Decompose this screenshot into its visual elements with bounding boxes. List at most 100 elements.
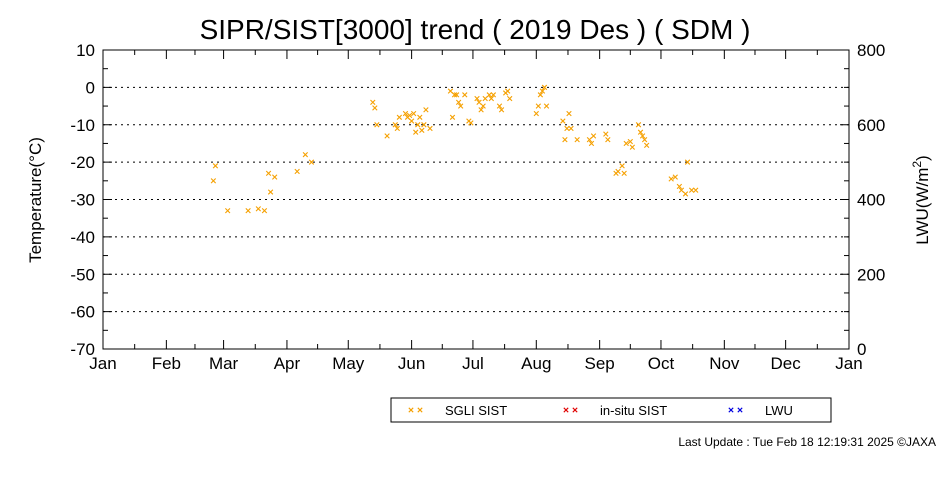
data-point (455, 99, 462, 106)
data-point (302, 151, 309, 158)
data-point (537, 92, 544, 98)
data-point (562, 137, 568, 143)
data-point (566, 110, 572, 117)
y2-axis-title: LWU(W/m2) (910, 155, 932, 244)
data-point (374, 122, 380, 128)
data-point (212, 163, 219, 169)
data-point (615, 168, 621, 175)
data-point (457, 103, 464, 109)
data-point (619, 163, 625, 169)
gridlines (103, 86, 849, 313)
data-point (474, 95, 480, 102)
data-point (568, 125, 574, 132)
data-point (678, 187, 685, 193)
data-point (621, 170, 627, 177)
data-point (496, 103, 503, 109)
data-point (462, 92, 468, 98)
data-point (372, 105, 378, 111)
x-tick-labels: Jan Feb Mar Apr May Jun Jul Aug Sep Oct Nov Dec Jan (89, 354, 862, 373)
data-point (384, 133, 390, 139)
legend-item: SGLI SIST (408, 403, 507, 418)
y-tick-label: -30 (70, 191, 95, 210)
legend-items: SGLI SIST in-situ SIST LWU (408, 403, 793, 418)
data-point (224, 208, 231, 214)
data-point (643, 142, 650, 148)
legend-item: in-situ SIST (563, 403, 667, 418)
data-point (605, 137, 611, 143)
data-point (639, 133, 646, 139)
data-point (693, 187, 699, 193)
data-point (478, 107, 484, 113)
data-point (255, 206, 262, 212)
data-point (476, 99, 482, 106)
y-tick-label: -20 (70, 153, 95, 172)
data-point (408, 118, 415, 124)
y-tick-label: -50 (70, 265, 95, 284)
legend-label: in-situ SIST (600, 403, 667, 418)
data-point (482, 95, 488, 102)
x-tick-label: Jun (398, 354, 425, 373)
legend-label: LWU (765, 403, 793, 418)
data-point (684, 159, 691, 165)
x-tick-label: Mar (209, 354, 239, 373)
data-point (498, 107, 505, 113)
x-tick-label: Jul (462, 354, 484, 373)
sgli-sist-series (210, 84, 699, 214)
data-point (453, 92, 460, 98)
data-point (535, 103, 542, 109)
data-point (447, 88, 454, 94)
data-point (635, 122, 642, 128)
x-tick-label: Jan (89, 354, 116, 373)
data-point (507, 95, 513, 102)
y2-tick-label: 200 (857, 265, 885, 284)
data-point (267, 189, 274, 195)
axis-ticks (102, 49, 850, 350)
data-point (682, 191, 689, 197)
y-tick-label: 10 (76, 41, 95, 60)
data-point (449, 114, 456, 120)
last-update-text: Last Update : Tue Feb 18 12:19:31 2025 ©… (678, 435, 936, 449)
data-point (560, 118, 566, 124)
y2-axis-title-main: LWU(W/m (913, 168, 932, 245)
y2-tick-label: 600 (857, 116, 885, 135)
data-point (451, 92, 458, 98)
x-tick-label: Oct (648, 354, 675, 373)
legend-item: LWU (728, 403, 793, 418)
x-tick-label: Sep (585, 354, 615, 373)
data-point (588, 140, 595, 147)
x-tick-label: Jan (835, 354, 862, 373)
data-point (533, 110, 539, 117)
y-axis-title: Temperature(°C) (26, 137, 45, 263)
y-tick-label: -40 (70, 228, 95, 247)
legend: SGLI SIST in-situ SIST LWU (390, 397, 832, 423)
data-point (629, 144, 636, 150)
y-tick-label: -60 (70, 303, 95, 322)
data-point (490, 92, 497, 98)
data-point (627, 138, 633, 145)
data-point (504, 88, 511, 94)
data-point (468, 120, 474, 126)
data-point (623, 140, 629, 147)
y2-tick-label: 800 (857, 41, 885, 60)
data-point (261, 208, 268, 214)
data-point (488, 95, 495, 102)
data-point (541, 84, 548, 91)
data-point (427, 125, 433, 132)
data-point (574, 137, 580, 143)
data-point (308, 159, 315, 165)
data-point (271, 174, 278, 180)
data-point (423, 107, 429, 113)
data-point (417, 114, 423, 120)
data-point (210, 178, 217, 184)
data-point (396, 114, 403, 120)
data-point (421, 122, 427, 128)
data-point (637, 129, 644, 135)
data-point (590, 133, 597, 139)
data-point (294, 168, 300, 175)
data-point (603, 131, 609, 137)
data-point (265, 170, 272, 177)
x-tick-label: Feb (152, 354, 181, 373)
data-point (413, 129, 419, 135)
x-tick-label: Aug (521, 354, 551, 373)
data-point (543, 103, 550, 109)
